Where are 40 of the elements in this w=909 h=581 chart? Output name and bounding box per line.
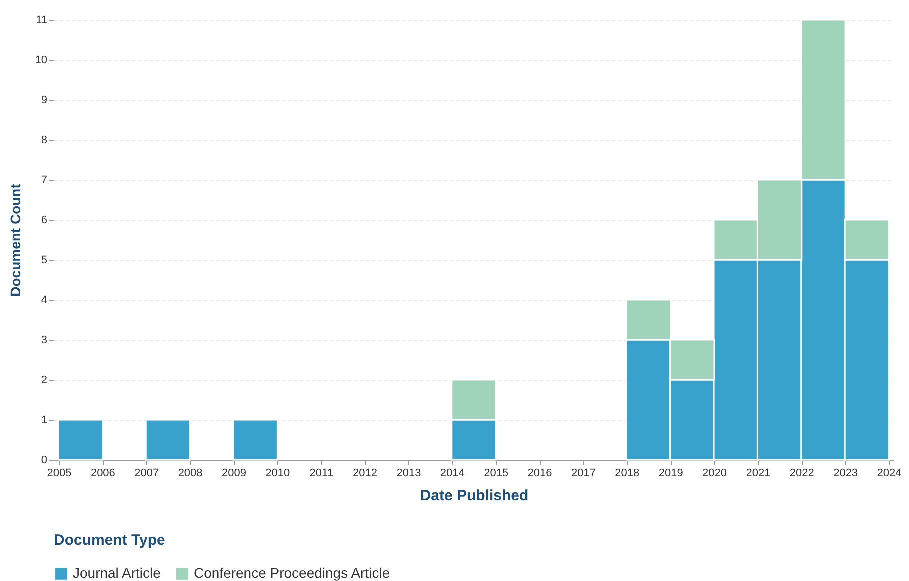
bar [58, 419, 104, 461]
x-tick-label: 2022 [790, 468, 814, 480]
y-tick-label: 10 [35, 54, 48, 66]
legend-label: Journal Article [73, 564, 162, 581]
x-tick-label: 2014 [440, 468, 465, 480]
x-tick-label: 2016 [528, 468, 552, 480]
y-axis-title: Document Count [7, 184, 24, 297]
x-tick-label: 2011 [310, 468, 334, 480]
x-tick-label: 2023 [834, 468, 858, 480]
y-tick-label: 4 [41, 294, 48, 306]
x-tick-label: 2013 [396, 468, 422, 480]
x-tick-label: 2009 [222, 468, 246, 480]
bar [232, 419, 278, 461]
x-tick-label: 2024 [877, 468, 902, 480]
x-tick-label: 2018 [615, 468, 640, 480]
x-tick-label: 2021 [746, 468, 771, 480]
y-tick-label: 7 [41, 174, 48, 186]
legend-title: Document Type [54, 532, 166, 549]
y-tick-label: 8 [41, 134, 48, 146]
x-tick-label: 2010 [266, 468, 290, 480]
x-tick-label: 2012 [353, 468, 378, 480]
y-tick-label: 6 [41, 214, 48, 226]
y-tick-label: 5 [41, 254, 48, 266]
x-tick-label: 2020 [702, 468, 728, 480]
x-tick-label: 2006 [90, 468, 116, 480]
y-tick-label: 11 [36, 14, 48, 26]
x-tick-label: 2008 [178, 468, 203, 480]
x-tick-label: 2017 [571, 468, 596, 480]
y-tick-label: 3 [41, 334, 48, 346]
y-tick-label: 2 [41, 374, 48, 386]
x-tick-label: 2015 [484, 468, 509, 480]
y-tick-label: 0 [41, 454, 48, 466]
x-tick-label: 2007 [134, 468, 160, 480]
x-tick-label: 2005 [47, 468, 72, 480]
x-tick-label: 2019 [658, 468, 684, 480]
legend-label: Conference Proceedings Article [194, 564, 390, 581]
y-tick-label: 1 [41, 414, 48, 426]
bar [145, 419, 192, 461]
x-axis-title: Date Published [420, 488, 529, 504]
y-tick-label: 9 [41, 94, 48, 106]
